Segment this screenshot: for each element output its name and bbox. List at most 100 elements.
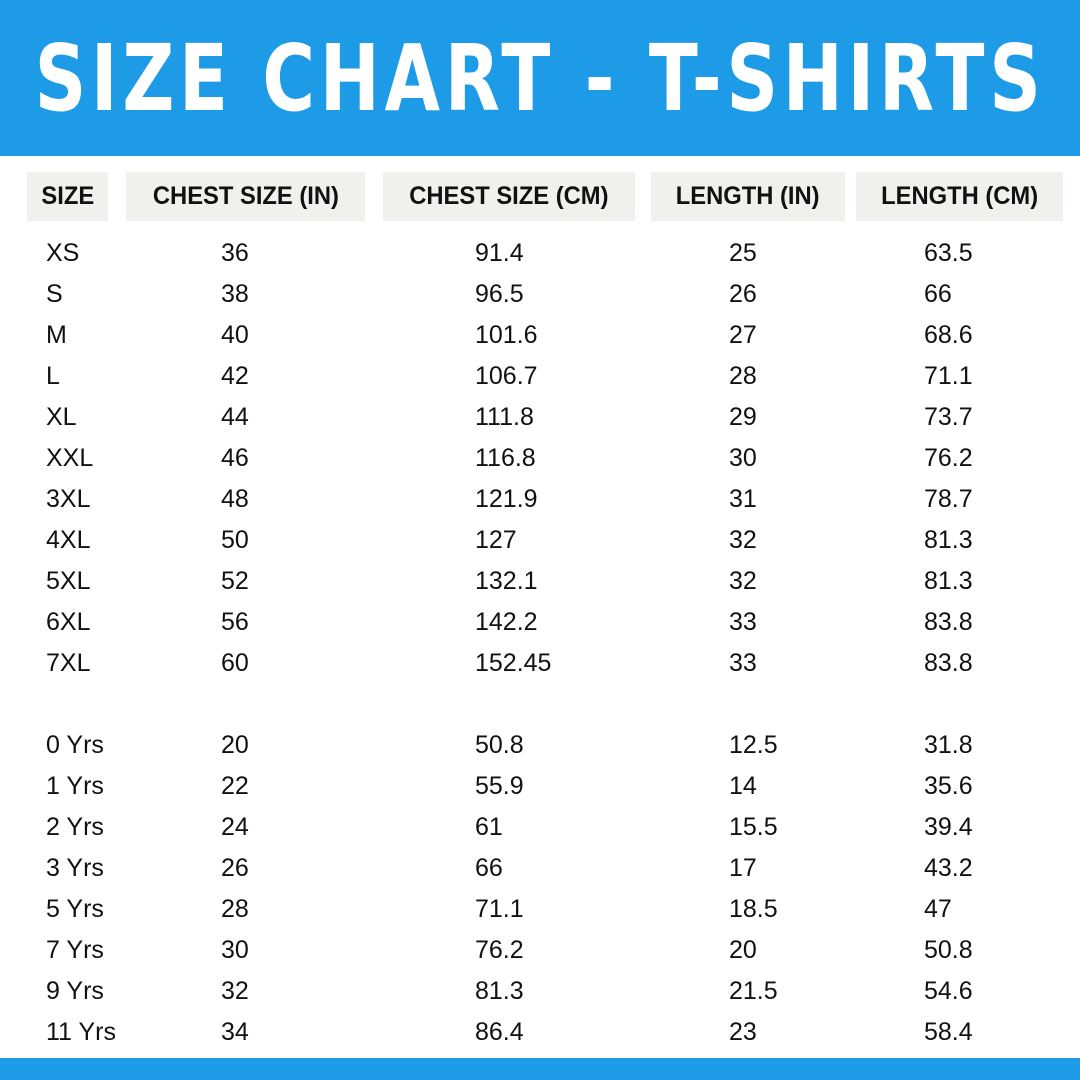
header-chest-in: CHEST SIZE (IN) [126, 172, 365, 221]
table-cell: 81.3 [924, 526, 973, 554]
header-label: SIZE [41, 182, 94, 210]
table-cell: 4XL [46, 526, 91, 554]
table-cell: 20 [221, 731, 249, 759]
header-label: LENGTH (CM) [881, 182, 1038, 210]
table-row: 2 Yrs 24 61 15.5 39.4 [0, 807, 1080, 848]
table-cell: 12.5 [729, 731, 778, 759]
table-row: 7XL 60 152.45 33 83.8 [0, 643, 1080, 684]
table-cell: 55.9 [475, 772, 524, 800]
table-cell: 15.5 [729, 813, 778, 841]
table-cell: 54.6 [924, 977, 973, 1005]
table-cell: 14 [729, 772, 757, 800]
table-cell: 2 Yrs [46, 813, 104, 841]
table-cell: 46 [221, 444, 249, 472]
table-cell: 142.2 [475, 608, 538, 636]
table-cell: 29 [729, 403, 757, 431]
table-cell: 26 [221, 854, 249, 882]
table-cell: L [46, 362, 60, 390]
table-cell: 28 [221, 895, 249, 923]
table-cell: 27 [729, 321, 757, 349]
footer-bar [0, 1058, 1080, 1080]
table-cell: 63.5 [924, 239, 973, 267]
table-cell: 81.3 [924, 567, 973, 595]
table-cell: 38 [221, 280, 249, 308]
table-cell: XXL [46, 444, 94, 472]
table-cell: 43.2 [924, 854, 973, 882]
table-cell: 21.5 [729, 977, 778, 1005]
table-cell: 39.4 [924, 813, 973, 841]
table-cell: 42 [221, 362, 249, 390]
table-cell: 52 [221, 567, 249, 595]
table-cell: 6XL [46, 608, 91, 636]
table-cell: 22 [221, 772, 249, 800]
table-row: 3 Yrs 26 66 17 43.2 [0, 848, 1080, 889]
table-cell: 31.8 [924, 731, 973, 759]
table-cell: 61 [475, 813, 503, 841]
table-cell: 71.1 [475, 895, 524, 923]
table-row: XL 44 111.8 29 73.7 [0, 397, 1080, 438]
table-cell: 47 [924, 895, 952, 923]
table-cell: 33 [729, 649, 757, 677]
table-cell: 91.4 [475, 239, 524, 267]
table-cell: 28 [729, 362, 757, 390]
table-cell: 73.7 [924, 403, 973, 431]
table-cell: 32 [729, 567, 757, 595]
table-cell: 68.6 [924, 321, 973, 349]
table-cell: 40 [221, 321, 249, 349]
table-cell: 0 Yrs [46, 731, 104, 759]
table-cell: 30 [221, 936, 249, 964]
table-cell: 96.5 [475, 280, 524, 308]
table-row: 4XL 50 127 32 81.3 [0, 520, 1080, 561]
title-banner: SIZE CHART - T-SHIRTS [0, 0, 1080, 156]
table-cell: 5 Yrs [46, 895, 104, 923]
table-cell: 20 [729, 936, 757, 964]
header-size: SIZE [27, 172, 108, 221]
table-row: 5XL 52 132.1 32 81.3 [0, 561, 1080, 602]
table-cell: 81.3 [475, 977, 524, 1005]
table-cell: 18.5 [729, 895, 778, 923]
table-row: L 42 106.7 28 71.1 [0, 356, 1080, 397]
header-chest-cm: CHEST SIZE (CM) [383, 172, 635, 221]
table-cell: 23 [729, 1018, 757, 1046]
table-cell: 9 Yrs [46, 977, 104, 1005]
table-cell: 152.45 [475, 649, 552, 677]
header-label: CHEST SIZE (IN) [152, 182, 339, 210]
table-cell: 17 [729, 854, 757, 882]
table-row: S 38 96.5 26 66 [0, 274, 1080, 315]
table-cell: 50.8 [924, 936, 973, 964]
table-cell: 3 Yrs [46, 854, 104, 882]
table-cell: 11 Yrs [46, 1018, 116, 1046]
page-title: SIZE CHART - T-SHIRTS [34, 24, 1046, 132]
table-cell: 111.8 [475, 403, 534, 431]
table-cell: 60 [221, 649, 249, 677]
table-row: 3XL 48 121.9 31 78.7 [0, 479, 1080, 520]
table-cell: XS [46, 239, 80, 267]
table-cell: 25 [729, 239, 757, 267]
table-cell: 32 [221, 977, 249, 1005]
table-cell: 7XL [46, 649, 91, 677]
header-length-cm: LENGTH (CM) [856, 172, 1063, 221]
table-cell: XL [46, 403, 77, 431]
table-row: 0 Yrs 20 50.8 12.5 31.8 [0, 725, 1080, 766]
table-cell: 33 [729, 608, 757, 636]
table-cell: 106.7 [475, 362, 538, 390]
table-cell: 3XL [46, 485, 91, 513]
table-cell: 50 [221, 526, 249, 554]
table-cell: 83.8 [924, 649, 973, 677]
table-row: 6XL 56 142.2 33 83.8 [0, 602, 1080, 643]
table-cell: 101.6 [475, 321, 538, 349]
table-cell: 71.1 [924, 362, 973, 390]
table-row: XXL 46 116.8 30 76.2 [0, 438, 1080, 479]
table-row: XS 36 91.4 25 63.5 [0, 233, 1080, 274]
table-cell: 50.8 [475, 731, 524, 759]
table-cell: 66 [924, 280, 952, 308]
table-cell: 121.9 [475, 485, 538, 513]
header-label: CHEST SIZE (CM) [409, 182, 609, 210]
table-cell: 24 [221, 813, 249, 841]
table-cell: 127 [475, 526, 517, 554]
table-cell: S [46, 280, 63, 308]
table-cell: 48 [221, 485, 249, 513]
table-cell: 35.6 [924, 772, 973, 800]
table-cell: 32 [729, 526, 757, 554]
header-label: LENGTH (IN) [676, 182, 820, 210]
